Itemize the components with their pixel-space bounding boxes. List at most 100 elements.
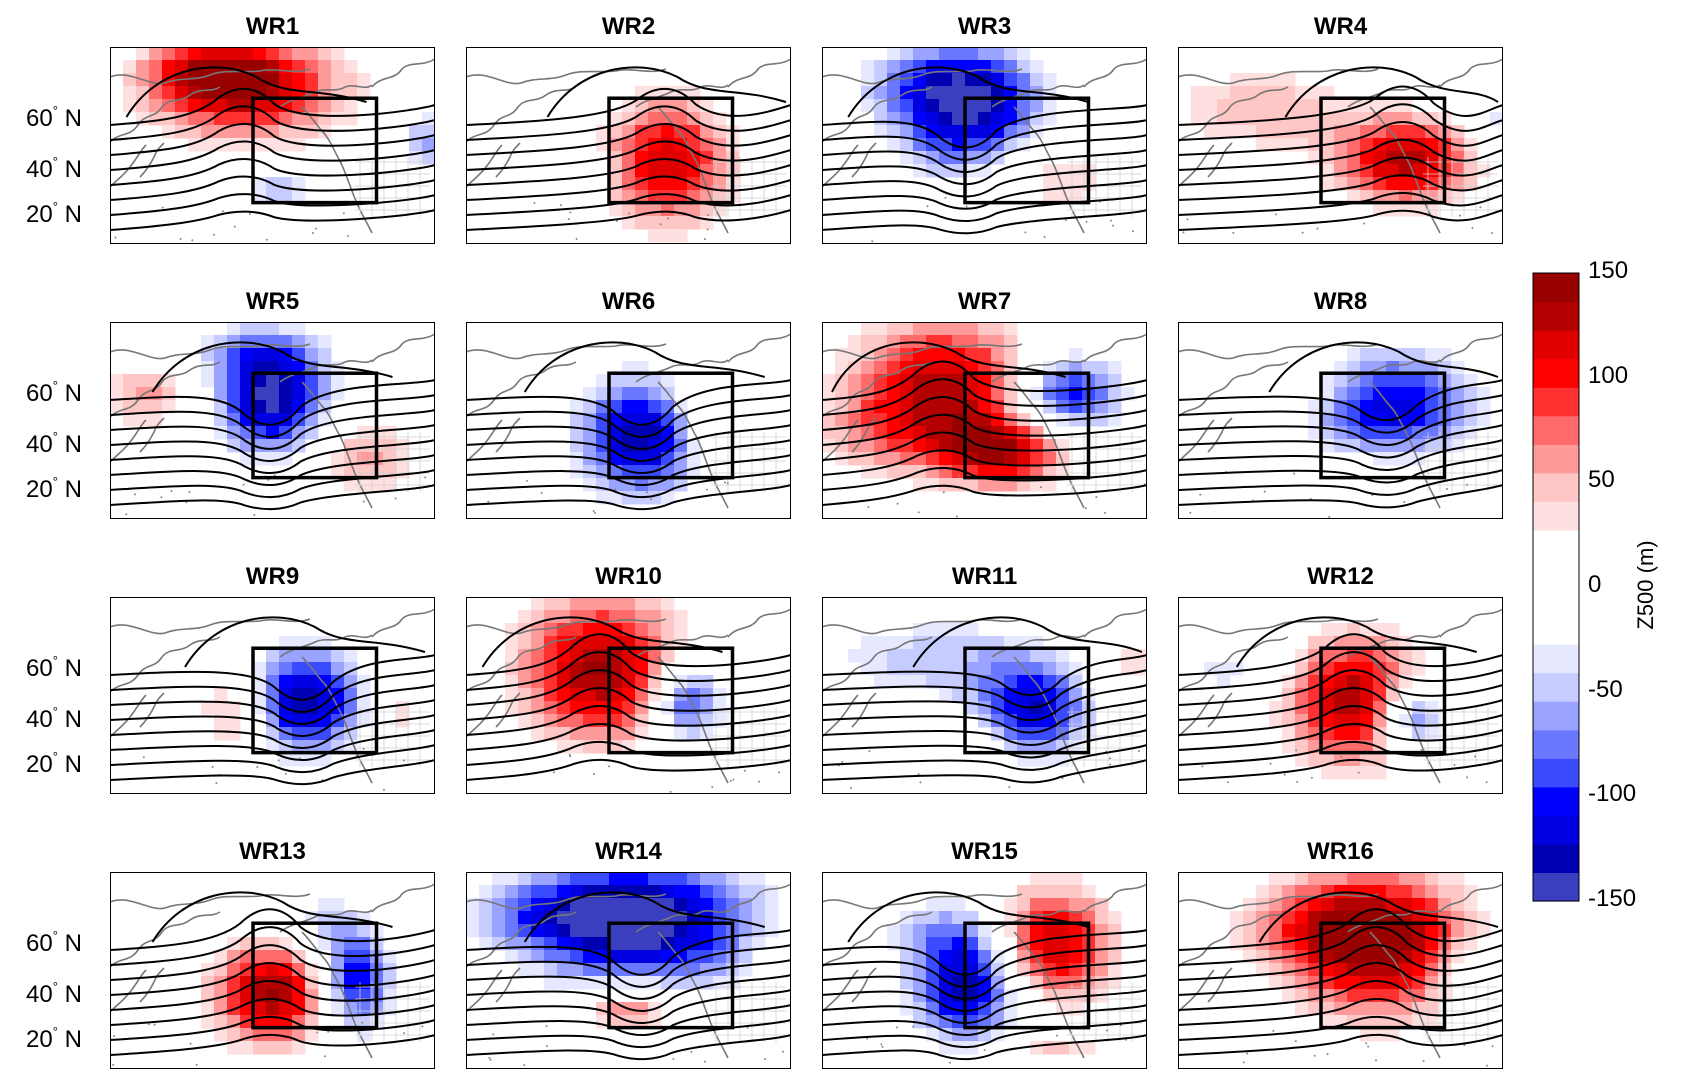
colorbar-swatch [1533, 758, 1579, 788]
panel-title: WR2 [601, 13, 656, 40]
domain-box [963, 371, 1091, 480]
map-panel [110, 322, 435, 519]
colorbar-tick-label: 0 [1588, 571, 1602, 598]
panel-title: WR6 [601, 288, 656, 315]
map-panel [1178, 322, 1503, 519]
map-panel [466, 322, 791, 519]
panel-frame [466, 597, 791, 794]
latitude-label: 20° N [26, 474, 82, 504]
colorbar-swatch [1533, 587, 1579, 617]
height-contours [1178, 341, 1503, 509]
panel-frame [110, 47, 435, 244]
panel-title: WR7 [957, 288, 1012, 315]
colorbar-swatch [1533, 672, 1579, 702]
height-contours [466, 66, 791, 231]
anomaly-field [201, 898, 397, 1055]
panel-title: WR14 [595, 838, 662, 865]
colorbar-swatch [1533, 843, 1579, 874]
colorbar-swatch [1533, 301, 1579, 331]
coastline [1178, 608, 1503, 784]
map-panel [1178, 597, 1503, 794]
latitude-label: 40° N [26, 154, 82, 184]
colorbar-swatch [1533, 815, 1579, 845]
panel-frame [110, 322, 435, 519]
map-panel [1178, 47, 1503, 244]
domain-box [607, 921, 735, 1030]
panel-frame [1178, 872, 1503, 1069]
height-contours [822, 66, 1147, 235]
colorbar-swatch [1533, 273, 1579, 303]
domain-box [1319, 921, 1447, 1030]
colorbar-tick-label: 50 [1588, 466, 1615, 494]
latitude-label: 60° N [26, 377, 82, 407]
height-contours [110, 341, 435, 511]
height-contours [110, 891, 435, 1056]
domain-box [607, 371, 735, 480]
panel-frame [466, 322, 791, 519]
map-panel [110, 47, 435, 244]
panel-frame [466, 872, 791, 1069]
colorbar-swatch [1533, 529, 1579, 560]
panel-frame [822, 597, 1147, 794]
anomaly-field [466, 872, 779, 1029]
map-panel [1178, 872, 1503, 1069]
map-panel [466, 47, 791, 244]
domain-box [251, 921, 379, 1030]
domain-box [251, 96, 379, 205]
colorbar-label: Z500 (m) [1633, 540, 1658, 630]
panel-title: WR9 [245, 563, 300, 590]
latitude-label: 60° N [26, 927, 82, 957]
coastline [466, 608, 791, 793]
panel-frame [1178, 597, 1503, 794]
map-panel [822, 872, 1147, 1069]
panel-title: WR5 [245, 288, 300, 315]
coastline [1178, 58, 1503, 234]
height-contours [822, 341, 1147, 506]
panel-title: WR11 [951, 563, 1018, 590]
panel-frame [822, 322, 1147, 519]
panel-title: WR3 [957, 13, 1012, 40]
panel-frame [822, 47, 1147, 244]
domain-box [1319, 646, 1447, 755]
colorbar-swatch [1533, 330, 1579, 360]
latitude-label: 20° N [26, 749, 82, 779]
latitude-label: 40° N [26, 704, 82, 734]
height-contours [822, 616, 1147, 784]
domain-box [963, 96, 1091, 205]
height-contours [1178, 66, 1503, 231]
colorbar-swatch [1533, 358, 1579, 388]
height-contours [110, 616, 435, 786]
colorbar-swatch [1533, 786, 1579, 816]
domain-box [963, 646, 1091, 755]
domain-box [1319, 371, 1447, 480]
panel-frame [1178, 322, 1503, 519]
domain-box [963, 921, 1091, 1030]
colorbar-swatch [1533, 415, 1579, 445]
domain-box [251, 371, 379, 480]
panel-frame [466, 47, 791, 244]
colorbar-tick-label: 150 [1588, 257, 1629, 284]
panel-title: WR15 [951, 838, 1018, 865]
coastline [466, 883, 791, 1067]
colorbar-swatch [1533, 615, 1579, 645]
map-panel [466, 872, 791, 1069]
panel-title: WR12 [1307, 563, 1374, 590]
colorbar-swatch [1533, 701, 1579, 731]
anomaly-field [1230, 872, 1491, 1042]
panel-title: WR4 [1313, 13, 1368, 40]
panel-title: WR16 [1307, 838, 1374, 865]
colorbar-swatch [1533, 558, 1579, 588]
map-panel [822, 597, 1147, 794]
colorbar-swatch [1533, 872, 1579, 902]
panel-frame [1178, 47, 1503, 244]
latitude-label: 60° N [26, 102, 82, 132]
panel-title: WR1 [245, 13, 300, 40]
map-panel [110, 597, 435, 794]
colorbar-swatch [1533, 729, 1579, 759]
colorbar-tick-label: -50 [1588, 675, 1623, 703]
latitude-label: 60° N [26, 652, 82, 682]
height-contours [466, 341, 791, 511]
domain-box [1319, 96, 1447, 205]
panel-title: WR10 [595, 563, 662, 590]
latitude-label: 20° N [26, 199, 82, 229]
